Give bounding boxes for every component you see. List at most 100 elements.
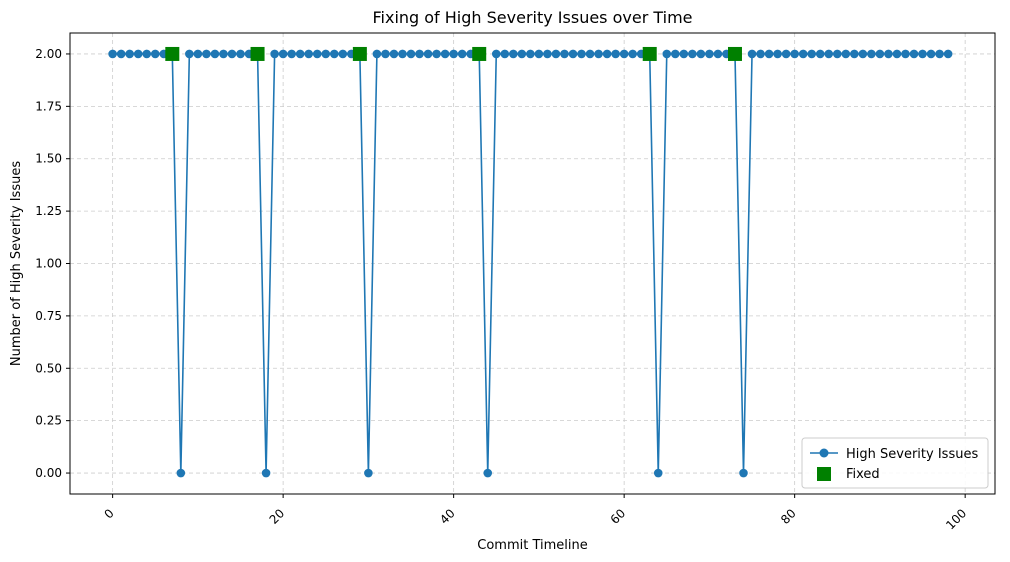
data-point-high-severity bbox=[312, 49, 322, 59]
data-point-high-severity bbox=[500, 49, 510, 59]
data-point-high-severity bbox=[133, 49, 143, 59]
data-point-high-severity bbox=[798, 49, 808, 59]
data-point-high-severity bbox=[807, 49, 817, 59]
data-point-high-severity bbox=[202, 49, 211, 59]
fixed-marker bbox=[250, 46, 265, 61]
data-point-high-severity bbox=[509, 49, 518, 59]
data-point-high-severity bbox=[781, 49, 791, 59]
data-point-high-severity bbox=[210, 49, 220, 59]
y-tick-label: 0.25 bbox=[35, 414, 62, 428]
data-point-high-severity bbox=[841, 49, 851, 59]
data-point-high-severity bbox=[398, 49, 407, 59]
data-point-high-severity bbox=[364, 468, 373, 478]
data-point-high-severity bbox=[696, 49, 706, 59]
data-point-high-severity bbox=[142, 49, 152, 59]
data-point-high-severity bbox=[432, 49, 441, 59]
data-point-high-severity bbox=[381, 49, 390, 59]
data-point-high-severity bbox=[423, 49, 433, 59]
y-tick-label: 1.25 bbox=[35, 204, 62, 218]
data-point-high-severity bbox=[543, 49, 552, 59]
data-point-high-severity bbox=[176, 468, 186, 478]
data-point-high-severity bbox=[764, 49, 774, 59]
data-point-high-severity bbox=[867, 49, 876, 59]
data-point-high-severity bbox=[705, 49, 714, 59]
data-point-high-severity bbox=[125, 49, 134, 59]
data-point-high-severity bbox=[901, 49, 910, 59]
x-tick-label: 0 bbox=[101, 506, 116, 521]
fixed-marker bbox=[352, 46, 367, 61]
data-point-high-severity bbox=[551, 49, 561, 59]
data-point-high-severity bbox=[321, 49, 331, 59]
data-point-high-severity bbox=[295, 49, 305, 59]
data-point-high-severity bbox=[935, 49, 944, 59]
data-point-high-severity bbox=[236, 49, 245, 59]
y-tick-label: 0.75 bbox=[35, 309, 62, 323]
y-tick-label: 0.00 bbox=[35, 466, 62, 480]
data-point-high-severity bbox=[185, 49, 194, 59]
data-point-high-severity bbox=[372, 49, 382, 59]
legend-label-high-severity: High Severity Issues bbox=[846, 447, 978, 462]
x-tick-label: 80 bbox=[778, 506, 799, 527]
y-tick-label: 1.00 bbox=[35, 257, 62, 271]
data-point-high-severity bbox=[526, 49, 535, 59]
data-point-high-severity bbox=[406, 49, 416, 59]
data-point-high-severity bbox=[491, 49, 501, 59]
legend-marker-fixed bbox=[817, 467, 831, 481]
data-point-high-severity bbox=[287, 49, 296, 59]
data-point-high-severity bbox=[824, 49, 834, 59]
data-point-high-severity bbox=[790, 49, 799, 59]
data-point-high-severity bbox=[739, 468, 748, 478]
data-point-high-severity bbox=[773, 49, 782, 59]
data-point-high-severity bbox=[534, 49, 544, 59]
data-point-high-severity bbox=[560, 49, 569, 59]
data-point-high-severity bbox=[261, 468, 271, 478]
data-point-high-severity bbox=[329, 49, 339, 59]
data-point-high-severity bbox=[270, 49, 279, 59]
data-point-high-severity bbox=[713, 49, 723, 59]
data-point-high-severity bbox=[670, 49, 680, 59]
data-point-high-severity bbox=[108, 49, 117, 59]
data-point-high-severity bbox=[943, 49, 953, 59]
data-point-high-severity bbox=[747, 49, 757, 59]
data-point-high-severity bbox=[662, 49, 672, 59]
data-point-high-severity bbox=[679, 49, 689, 59]
grid-lines bbox=[70, 33, 995, 494]
data-point-high-severity bbox=[850, 49, 859, 59]
data-point-high-severity bbox=[628, 49, 637, 59]
data-point-high-severity bbox=[602, 49, 612, 59]
data-point-high-severity bbox=[483, 468, 493, 478]
data-point-high-severity bbox=[193, 49, 203, 59]
data-point-high-severity bbox=[875, 49, 885, 59]
x-tick-label: 40 bbox=[437, 506, 458, 527]
data-point-high-severity bbox=[892, 49, 902, 59]
y-tick-label: 2.00 bbox=[35, 47, 62, 61]
data-point-high-severity bbox=[653, 468, 663, 478]
y-axis-label: Number of High Severity Issues bbox=[9, 161, 24, 366]
data-point-high-severity bbox=[918, 49, 927, 59]
data-point-high-severity bbox=[884, 49, 893, 59]
data-point-high-severity bbox=[338, 49, 348, 59]
data-point-high-severity bbox=[449, 49, 458, 59]
data-point-high-severity bbox=[415, 49, 424, 59]
x-tick-label: 20 bbox=[267, 506, 288, 527]
legend-marker-high-severity bbox=[819, 448, 829, 458]
data-point-high-severity bbox=[517, 49, 527, 59]
x-tick-label: 100 bbox=[943, 506, 969, 532]
data-point-high-severity bbox=[440, 49, 450, 59]
data-point-high-severity bbox=[389, 49, 399, 59]
data-point-high-severity bbox=[926, 49, 936, 59]
y-tick-label: 0.50 bbox=[35, 361, 62, 375]
data-point-high-severity bbox=[304, 49, 314, 59]
x-axis-label: Commit Timeline bbox=[477, 538, 587, 553]
data-point-high-severity bbox=[568, 49, 578, 59]
x-tick-label: 60 bbox=[608, 506, 629, 527]
data-point-high-severity bbox=[815, 49, 825, 59]
data-point-high-severity bbox=[278, 49, 288, 59]
fixed-marker bbox=[165, 46, 180, 61]
data-point-high-severity bbox=[577, 49, 586, 59]
y-tick-label: 1.75 bbox=[35, 99, 62, 113]
fixed-marker bbox=[472, 46, 487, 61]
legend-label-fixed: Fixed bbox=[846, 467, 880, 482]
data-point-high-severity bbox=[227, 49, 237, 59]
